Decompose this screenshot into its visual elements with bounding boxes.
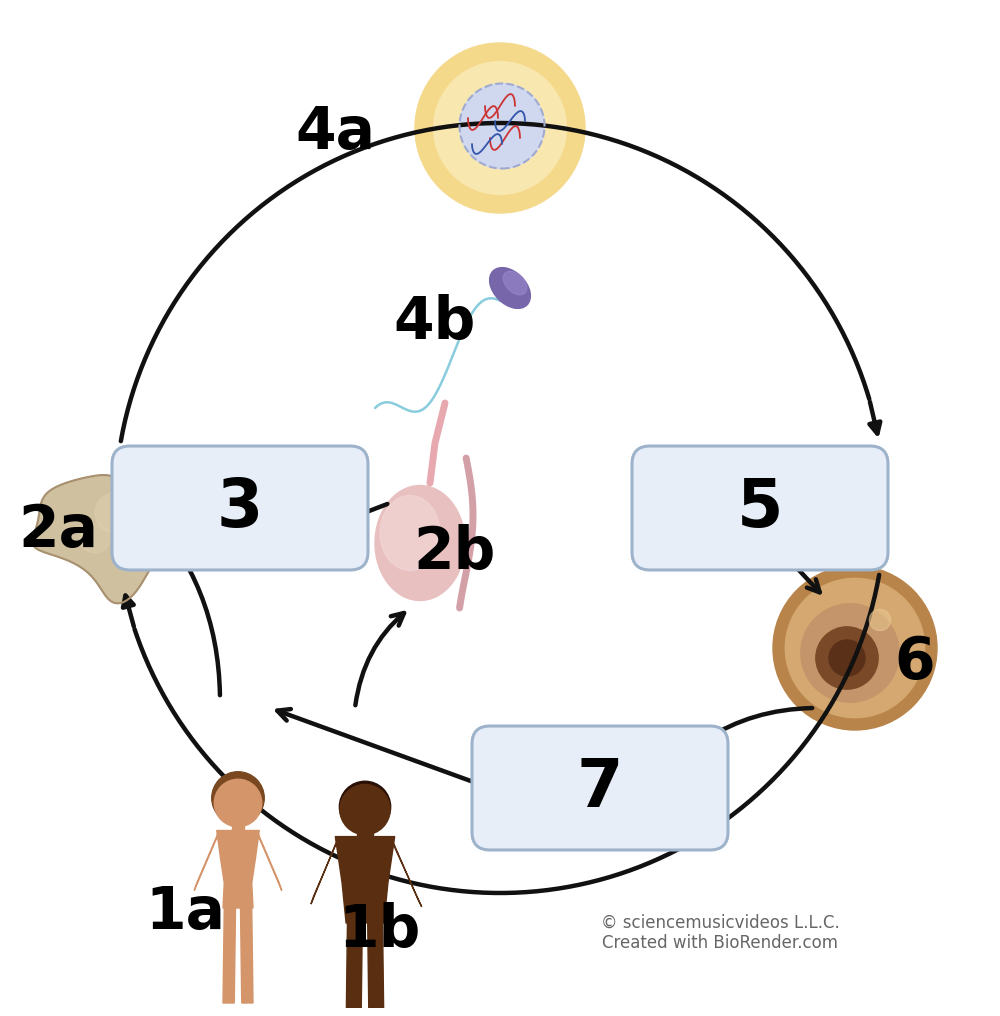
Circle shape: [801, 604, 899, 702]
Polygon shape: [32, 475, 209, 604]
Polygon shape: [217, 830, 259, 908]
Polygon shape: [335, 836, 395, 923]
Polygon shape: [240, 908, 253, 1003]
Text: 2b: 2b: [414, 524, 496, 581]
Text: 1b: 1b: [339, 901, 421, 958]
Polygon shape: [194, 830, 219, 890]
Ellipse shape: [503, 271, 527, 295]
Polygon shape: [357, 823, 373, 836]
Text: 7: 7: [577, 755, 623, 821]
Circle shape: [829, 640, 865, 676]
Text: 1a: 1a: [145, 885, 225, 942]
Text: 4a: 4a: [295, 105, 375, 162]
FancyBboxPatch shape: [112, 446, 368, 570]
Polygon shape: [346, 923, 362, 1016]
Circle shape: [80, 523, 110, 553]
Circle shape: [128, 531, 152, 555]
Circle shape: [785, 578, 925, 717]
Circle shape: [339, 781, 391, 832]
Polygon shape: [232, 818, 244, 830]
Text: 3: 3: [217, 475, 263, 541]
Ellipse shape: [490, 267, 530, 309]
FancyBboxPatch shape: [632, 446, 888, 570]
Polygon shape: [368, 923, 384, 1016]
Text: 5: 5: [737, 475, 783, 541]
Circle shape: [95, 493, 135, 533]
Circle shape: [212, 772, 264, 824]
Polygon shape: [257, 830, 282, 890]
Circle shape: [434, 62, 566, 194]
Text: 2a: 2a: [18, 502, 98, 559]
Polygon shape: [311, 836, 339, 904]
Circle shape: [773, 566, 937, 731]
Text: 4b: 4b: [394, 295, 476, 352]
Circle shape: [460, 83, 544, 169]
Text: © sciencemusicvideos L.L.C.
Created with BioRender.com: © sciencemusicvideos L.L.C. Created with…: [601, 913, 839, 952]
Circle shape: [415, 43, 585, 213]
Circle shape: [869, 610, 891, 631]
Circle shape: [214, 779, 262, 827]
Polygon shape: [391, 836, 422, 907]
Circle shape: [816, 627, 878, 689]
Polygon shape: [223, 908, 236, 1003]
Ellipse shape: [375, 486, 465, 600]
Ellipse shape: [380, 496, 440, 571]
FancyBboxPatch shape: [472, 726, 728, 850]
Circle shape: [340, 784, 390, 835]
Text: 6: 6: [895, 635, 935, 692]
